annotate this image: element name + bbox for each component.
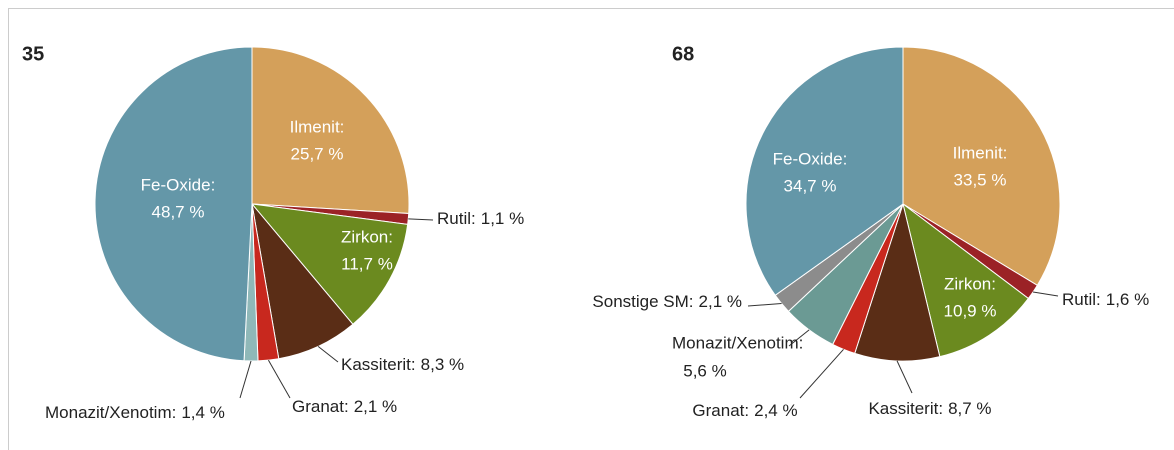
leader-line	[267, 359, 291, 399]
slice-value: 48,7 %	[152, 202, 205, 221]
slice-label: Zirkon:	[944, 274, 996, 293]
slice-label: Sonstige SM:	[592, 292, 693, 311]
slice-label: Ilmenit:	[953, 143, 1008, 162]
pie-slice	[854, 202, 941, 362]
leader-line	[788, 329, 810, 347]
frame	[8, 8, 1174, 450]
slice-label: Monazit/Xenotim:	[45, 403, 176, 422]
leader-line	[747, 303, 782, 307]
slice-value: 34,7 %	[784, 176, 837, 195]
slice-label-group: Kassiterit: 8,7 %	[868, 399, 991, 418]
slice-label-group: Granat: 2,1 %	[292, 397, 397, 416]
slice-value: 8,3 %	[421, 355, 464, 374]
slice-value: 1,6 %	[1106, 290, 1149, 309]
slice-label: Granat:	[292, 397, 349, 416]
slice-label: Rutil:	[437, 209, 476, 228]
pie-slice	[902, 202, 1030, 358]
slice-value: 2,1 %	[354, 397, 397, 416]
pie-slice	[902, 46, 1061, 287]
slice-label: Kassiterit:	[341, 355, 416, 374]
leader-line	[1032, 291, 1059, 297]
slice-value: 2,4 %	[754, 401, 797, 420]
slice-label: Rutil:	[1062, 290, 1101, 309]
slice-label-group: Sonstige SM: 2,1 %	[592, 292, 742, 311]
slice-value: 33,5 %	[954, 170, 1007, 189]
leader-line	[896, 360, 913, 394]
slice-label: Granat:	[692, 401, 749, 420]
pie-slice	[251, 46, 410, 214]
slice-value: 5,6 %	[683, 361, 726, 380]
slice-label-group: Monazit/Xenotim: 1,4 %	[45, 403, 225, 422]
slice-label: Monazit/Xenotim:	[672, 333, 803, 352]
slice-label: Fe-Oxide:	[141, 175, 216, 194]
pie-slice	[745, 46, 904, 296]
slice-value: 1,4 %	[181, 403, 224, 422]
slice-label: Fe-Oxide:	[773, 149, 848, 168]
slice-value: 11,7 %	[341, 254, 393, 273]
slice-value: 25,7 %	[291, 144, 344, 163]
slice-label: Kassiterit:	[868, 399, 943, 418]
pie-slice	[250, 203, 409, 325]
leader-line	[799, 348, 844, 399]
leader-line	[408, 218, 434, 221]
chart-title: 68	[672, 43, 694, 65]
slice-label-group: Rutil: 1,1 %	[437, 209, 524, 228]
slice-label-group: Rutil: 1,6 %	[1062, 290, 1149, 309]
pie-slice	[94, 46, 253, 362]
slice-label-group: Granat: 2,4 %	[692, 401, 797, 420]
slice-label: Zirkon:	[341, 227, 393, 246]
leader-line	[317, 346, 339, 363]
chart-title: 35	[22, 43, 44, 65]
slice-label-group: Kassiterit: 8,3 %	[341, 355, 464, 374]
slice-value: 8,7 %	[948, 399, 991, 418]
slice-value: 10,9 %	[944, 301, 997, 320]
slice-value: 1,1 %	[481, 209, 524, 228]
slice-value: 2,1 %	[699, 292, 742, 311]
leader-line	[239, 360, 252, 399]
slice-label: Ilmenit:	[290, 117, 345, 136]
